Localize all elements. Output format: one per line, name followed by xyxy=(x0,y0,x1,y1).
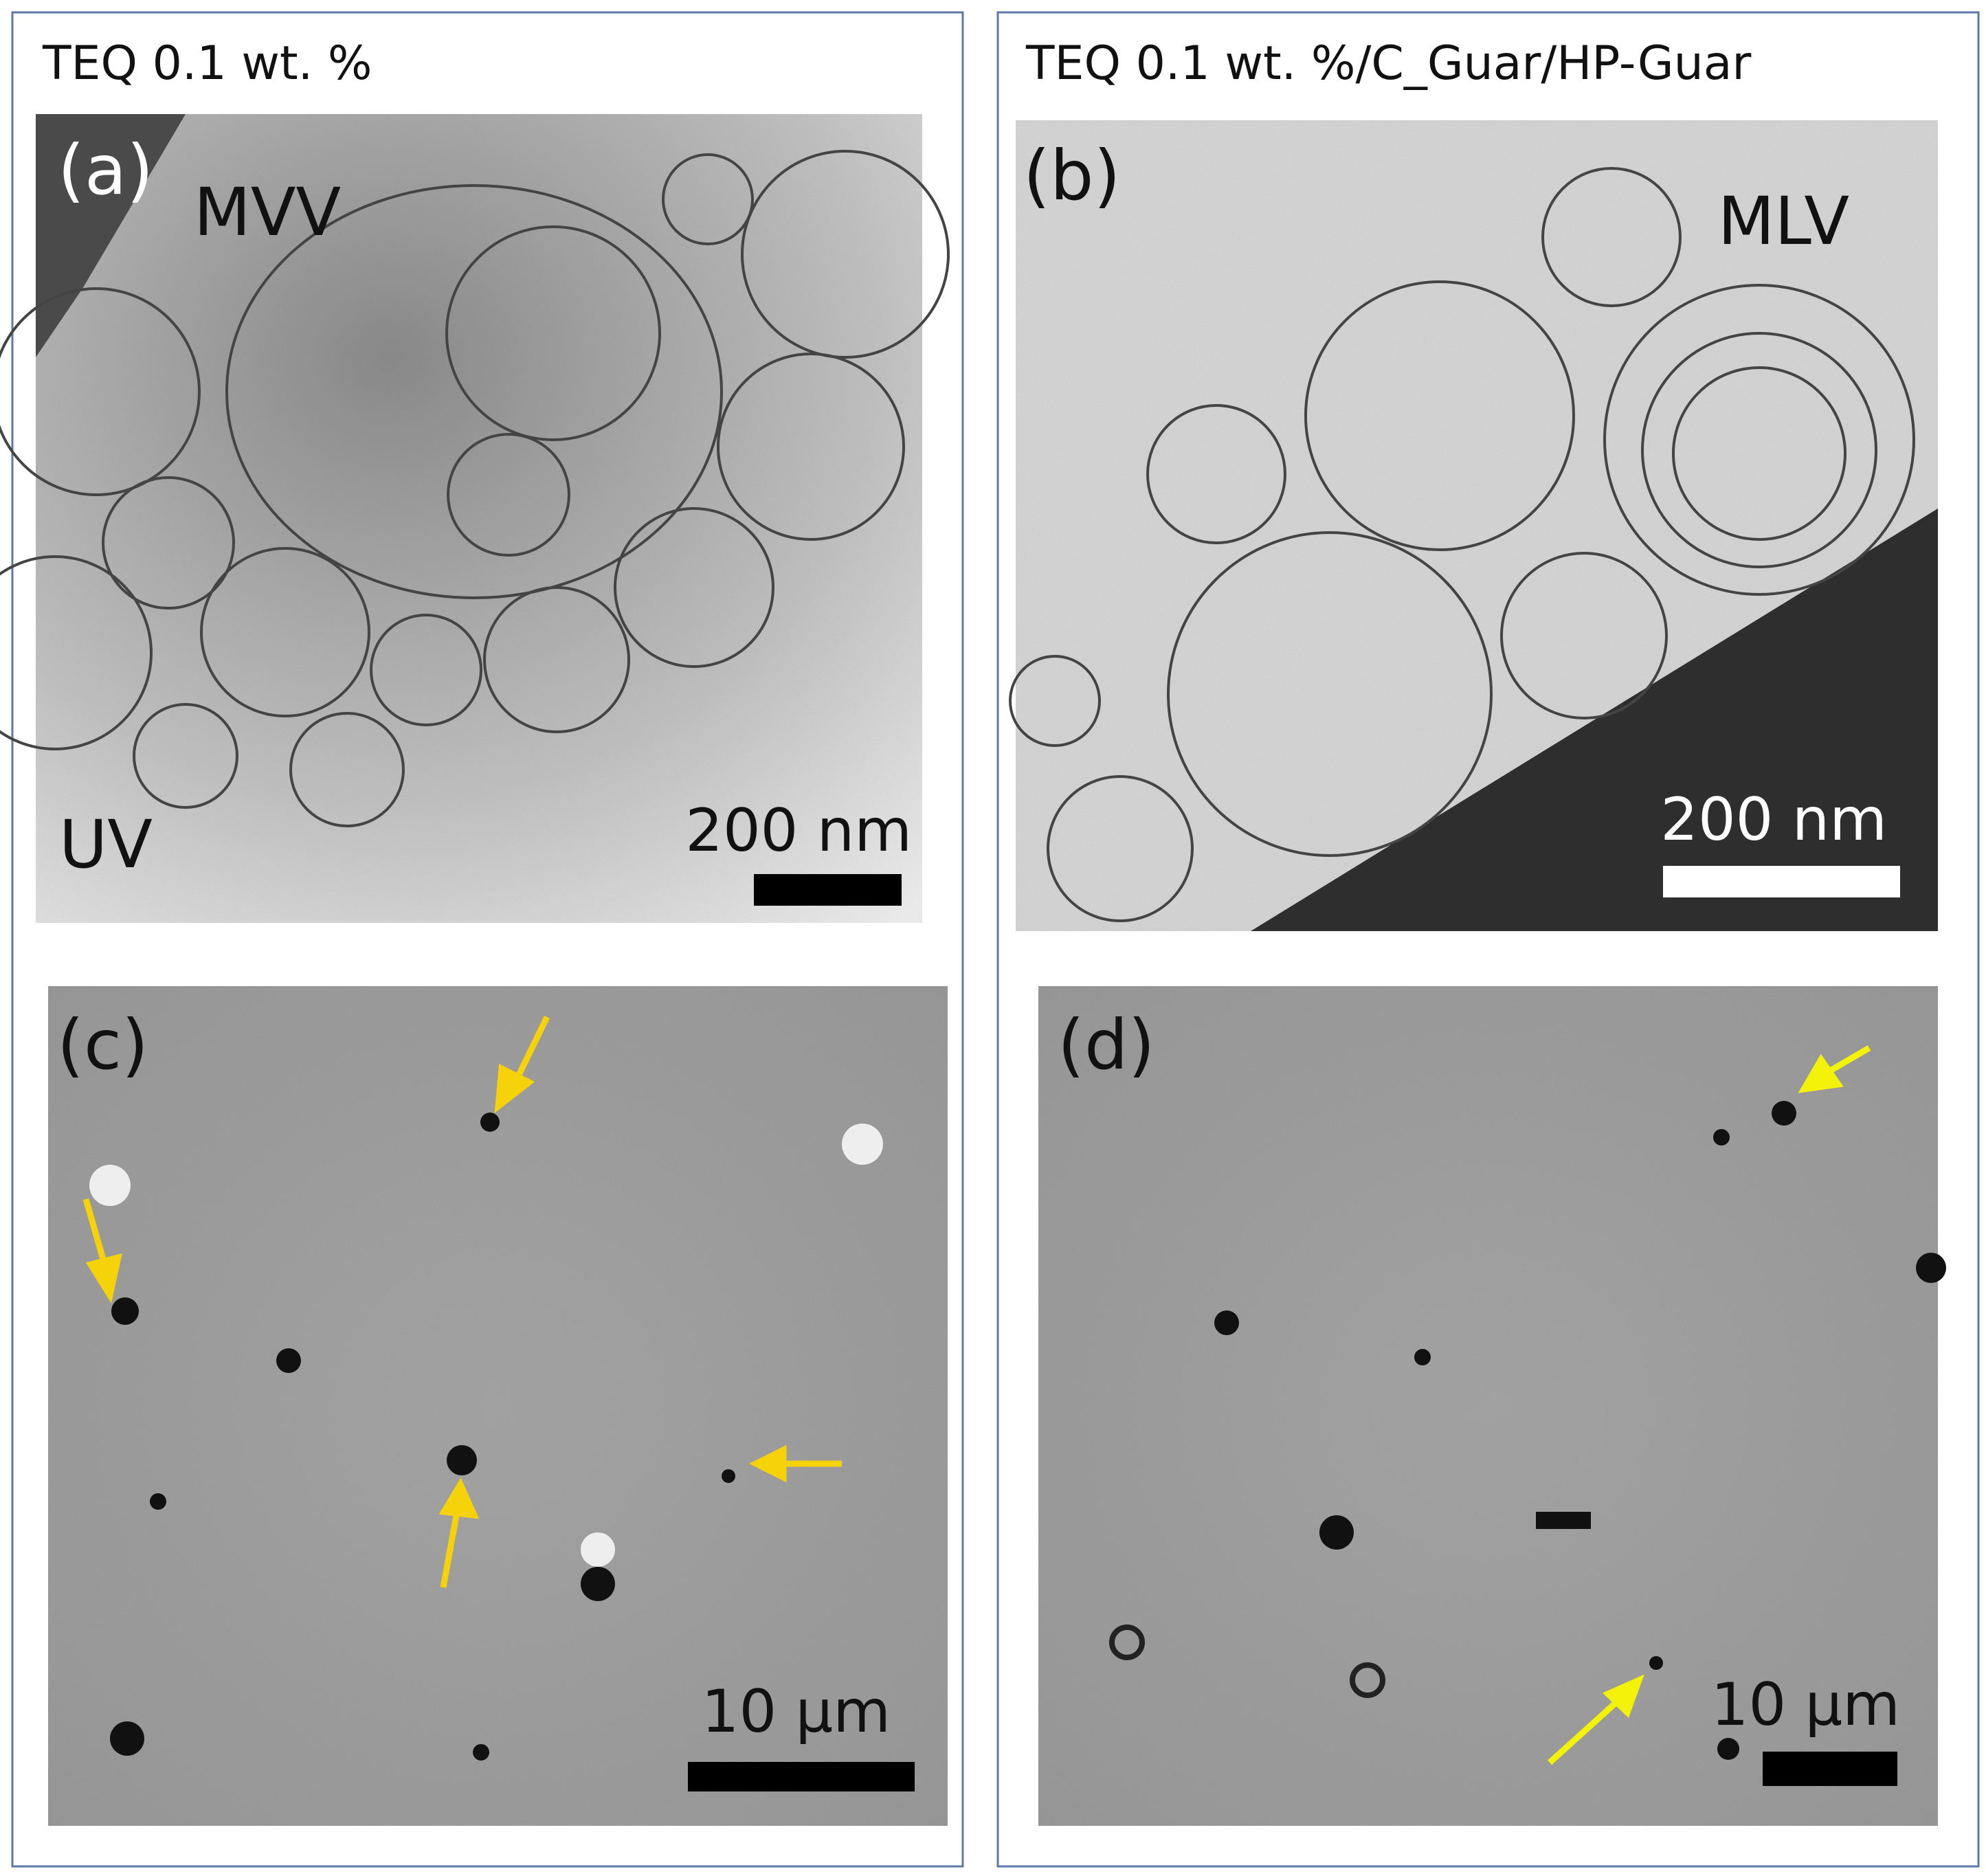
panel-label: (c) xyxy=(57,1005,148,1085)
bright-spots xyxy=(89,1124,883,1567)
panel-label: (b) xyxy=(1023,135,1121,216)
scale-bar-label: 200 nm xyxy=(685,796,912,865)
vesicles xyxy=(1009,167,1915,922)
column-title: TEQ 0.1 wt. % xyxy=(42,36,372,91)
column-title: TEQ 0.1 wt. %/C_Guar/HP-Guar xyxy=(1025,36,1751,91)
scale-bar-label: 10 μm xyxy=(702,1677,891,1746)
panel-a: (a) MVV UV 200 nm xyxy=(0,114,950,923)
scale-bar xyxy=(1763,1752,1897,1786)
particles xyxy=(1214,1101,1946,1760)
panel-d: (d) 10 μm xyxy=(1038,986,1946,1826)
vesicles xyxy=(0,150,950,827)
ring-particles xyxy=(1109,1624,1385,1698)
annotation: MVV xyxy=(194,174,341,251)
micrograph xyxy=(1038,986,1938,1826)
column-frame xyxy=(11,11,964,1868)
panel-b: (b) MLV 200 nm xyxy=(1009,120,1938,931)
column-frame xyxy=(996,11,1980,1868)
panel-label: (d) xyxy=(1058,1005,1155,1085)
arrows xyxy=(1547,1045,1871,1765)
scale-bar-label: 200 nm xyxy=(1660,785,1887,854)
panel-c: (c) 10 μm xyxy=(48,986,948,1826)
micrograph xyxy=(36,114,922,923)
scale-bar xyxy=(688,1762,915,1791)
scale-bar-label: 10 μm xyxy=(1711,1671,1900,1739)
annotation: UV xyxy=(59,806,153,883)
particle xyxy=(1536,1512,1591,1529)
particles xyxy=(110,1113,735,1761)
arrows xyxy=(82,1016,842,1588)
dark-region xyxy=(36,114,186,357)
annotation: MLV xyxy=(1718,183,1849,260)
panel-label: (a) xyxy=(58,130,153,210)
scale-bar xyxy=(1663,866,1900,897)
scale-bar xyxy=(754,874,902,906)
